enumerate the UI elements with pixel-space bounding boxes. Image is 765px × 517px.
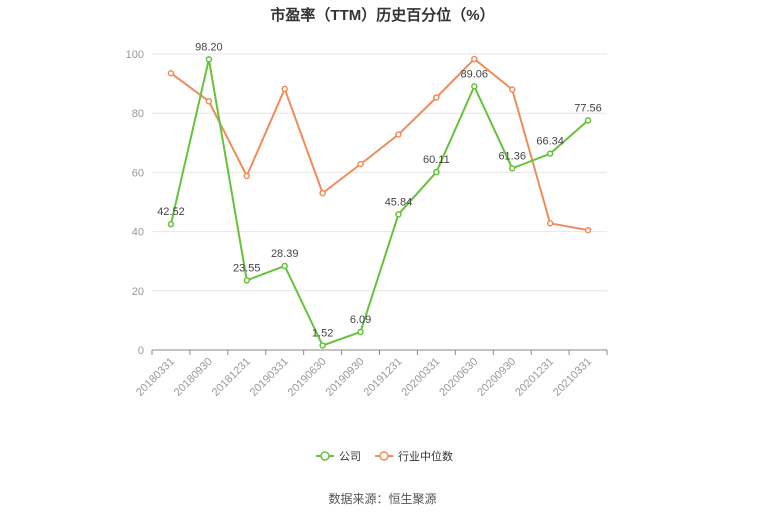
x-tick-label: 20180331 xyxy=(134,356,177,399)
data-label: 77.56 xyxy=(574,102,602,114)
series-group xyxy=(167,55,592,349)
legend-item-company[interactable]: 公司 xyxy=(316,451,361,463)
data-point-company xyxy=(281,262,288,270)
x-tick-label: 20190331 xyxy=(248,356,291,399)
data-point-industry xyxy=(205,98,213,105)
x-tick-label: 20200630 xyxy=(437,356,480,399)
x-tick-label: 20201231 xyxy=(513,356,556,399)
x-tick-label: 20210331 xyxy=(551,356,594,399)
source-note: 数据来源：恒生聚源 xyxy=(328,492,437,506)
data-labels: 42.52 98.20 23.55 28.39 1.52 6.09 45.84 60.11 89… xyxy=(157,41,602,339)
y-tick-label: 60 xyxy=(132,167,144,179)
data-point-industry xyxy=(281,85,288,93)
data-label: 23.55 xyxy=(233,262,261,274)
data-label: 66.34 xyxy=(536,136,564,148)
data-point-industry xyxy=(243,172,251,180)
data-point-industry xyxy=(508,86,516,93)
data-point-company xyxy=(395,211,402,218)
x-tick-label: 20190930 xyxy=(324,356,367,399)
data-point-company xyxy=(357,328,364,336)
x-tick-label: 20200331 xyxy=(399,356,442,399)
data-point-industry xyxy=(319,189,326,197)
data-point-industry xyxy=(357,160,364,168)
y-tick-label: 0 xyxy=(138,345,144,357)
legend-marker xyxy=(379,451,389,461)
data-point-industry xyxy=(584,226,592,234)
legend-item-industry[interactable]: 行业中位数 xyxy=(375,449,453,463)
data-label: 61.36 xyxy=(498,150,526,162)
data-point-company xyxy=(433,168,440,176)
data-label: 98.20 xyxy=(195,41,223,53)
data-point-company xyxy=(243,277,251,284)
legend-label: 行业中位数 xyxy=(398,449,453,463)
data-point-company xyxy=(205,56,213,63)
data-point-company xyxy=(508,165,516,172)
data-label: 1.52 xyxy=(312,328,333,340)
x-tick-label: 20200930 xyxy=(475,356,518,399)
data-label: 89.06 xyxy=(461,68,489,80)
data-point-industry xyxy=(433,94,440,101)
legend-marker xyxy=(320,451,330,461)
y-tick-label: 80 xyxy=(132,108,144,120)
y-tick-label: 20 xyxy=(132,286,144,298)
grid-lines xyxy=(152,53,607,292)
x-axis: 2018033120180930201812312019033120190630… xyxy=(134,349,608,399)
data-point-company xyxy=(584,117,592,124)
x-tick-label: 20191231 xyxy=(361,356,404,399)
series-line-industry xyxy=(170,58,589,232)
data-point-industry xyxy=(167,69,175,77)
series-line-company xyxy=(169,58,589,347)
data-point-company xyxy=(319,342,326,349)
x-tick-label: 20181231 xyxy=(210,356,253,399)
data-label: 28.39 xyxy=(271,248,299,260)
data-point-industry xyxy=(395,131,402,138)
data-point-industry xyxy=(471,55,478,63)
y-tick-label: 100 xyxy=(126,49,144,61)
x-tick-label: 20190630 xyxy=(286,356,329,399)
y-axis-ticks: 0 20 40 60 80 100 xyxy=(126,49,144,357)
data-label: 60.11 xyxy=(423,154,450,166)
data-label: 6.09 xyxy=(350,314,371,326)
legend[interactable]: 公司 行业中位数 xyxy=(316,449,453,463)
x-tick-label: 20180930 xyxy=(172,356,215,399)
chart-title: 市盈率（TTM）历史百分位（%） xyxy=(270,7,495,24)
data-point-company xyxy=(167,220,175,228)
legend-label: 公司 xyxy=(339,451,361,463)
data-point-company xyxy=(471,83,478,90)
data-label: 45.84 xyxy=(385,196,413,208)
data-point-industry xyxy=(546,220,554,227)
data-point-company xyxy=(546,150,554,157)
y-tick-label: 40 xyxy=(132,227,144,239)
data-label: 42.52 xyxy=(157,206,185,218)
